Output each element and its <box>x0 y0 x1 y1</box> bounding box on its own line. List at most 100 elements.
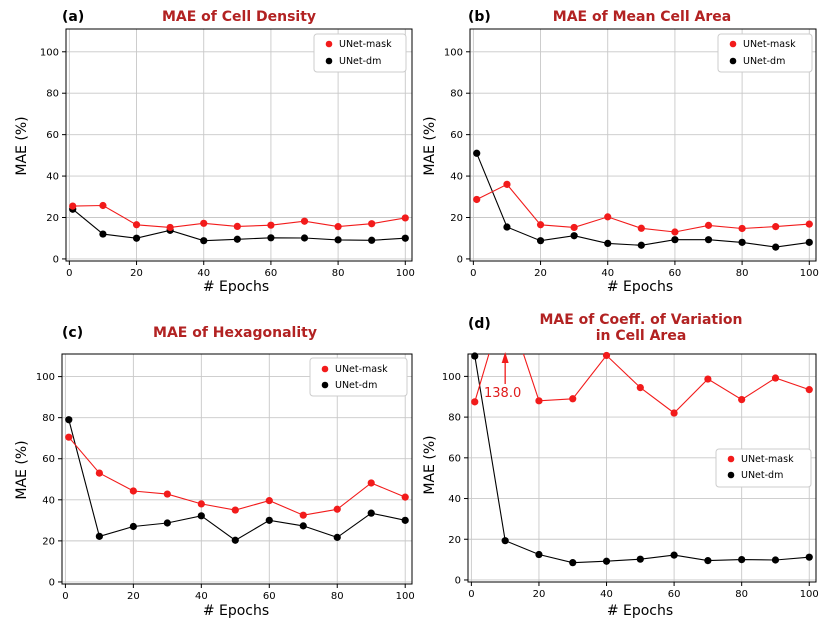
data-point-unet-dm <box>738 238 746 246</box>
data-point-unet-mask <box>636 383 644 392</box>
y-tick-label: 40 <box>448 494 461 505</box>
legend-marker-unet-dm <box>729 57 737 65</box>
x-tick-label: 0 <box>470 268 476 279</box>
data-point-unet-mask <box>401 493 409 501</box>
data-point-unet-mask <box>704 375 712 383</box>
data-point-unet-mask <box>99 201 107 210</box>
data-point-unet-dm <box>231 536 239 544</box>
y-tick-label: 40 <box>42 495 55 506</box>
legend-marker-unet-dm <box>321 381 329 389</box>
x-tick-label: 80 <box>331 591 344 602</box>
data-point-unet-mask <box>771 374 780 382</box>
legend-label-unet-dm: UNet-dm <box>741 470 783 481</box>
data-point-unet-dm <box>334 236 342 244</box>
data-point-unet-mask <box>299 511 307 519</box>
data-point-unet-mask <box>163 490 171 498</box>
data-point-unet-dm <box>602 557 611 565</box>
data-point-unet-mask <box>200 219 208 227</box>
data-point-unet-mask <box>401 214 409 222</box>
data-point-unet-mask <box>536 221 545 229</box>
legend-box <box>715 448 812 488</box>
chart-title-line-1: MAE of Coeff. of Variation <box>539 312 742 328</box>
legend: UNet-mask UNet-dm <box>715 448 812 488</box>
data-point-unet-dm <box>300 234 309 242</box>
data-point-unet-dm <box>197 512 205 520</box>
data-point-unet-dm <box>637 241 645 249</box>
data-point-unet-mask <box>368 220 376 228</box>
y-tick-label: 80 <box>448 413 461 424</box>
y-axis-label: MAE (%) <box>14 116 30 175</box>
y-axis-label: MAE (%) <box>422 116 438 175</box>
data-point-unet-mask <box>265 497 273 505</box>
data-point-unet-mask <box>166 223 174 232</box>
data-point-unet-mask <box>333 505 341 513</box>
x-tick-label: 100 <box>396 591 415 602</box>
legend-marker-unet-mask <box>321 365 329 373</box>
data-point-unet-mask <box>738 224 746 233</box>
legend-marker-unet-dm <box>727 471 735 479</box>
data-point-unet-dm <box>670 551 678 559</box>
x-tick-label: 100 <box>396 268 415 279</box>
plot-marks <box>65 416 409 544</box>
data-point-unet-dm <box>569 559 577 567</box>
data-point-unet-mask <box>334 223 342 231</box>
legend: UNet-mask UNet-dm <box>313 33 407 73</box>
chart-title-line-1: MAE of Hexagonality <box>153 325 317 341</box>
y-tick-label: 40 <box>450 172 463 183</box>
data-point-unet-dm <box>333 533 341 541</box>
outlier-annotation-label: 138.0 <box>484 386 521 401</box>
data-point-unet-dm <box>267 234 275 242</box>
data-point-unet-dm <box>704 236 713 244</box>
plot-marks <box>471 351 813 567</box>
data-point-unet-dm <box>771 556 780 564</box>
x-tick-label: 60 <box>263 591 276 602</box>
data-point-unet-dm <box>671 236 679 244</box>
axes-frame <box>61 353 413 585</box>
legend-marker-unet-dm <box>325 57 333 65</box>
data-point-unet-dm <box>200 237 208 245</box>
chart-title-line-2: in Cell Area <box>596 328 687 344</box>
y-tick-label: 100 <box>442 372 461 383</box>
data-point-unet-dm <box>163 519 171 527</box>
data-point-unet-mask <box>129 487 137 495</box>
data-point-unet-mask <box>233 222 241 231</box>
panel-label: (d) <box>468 316 491 332</box>
x-tick-label: 20 <box>130 268 143 279</box>
panel-label: (a) <box>62 9 84 25</box>
data-point-unet-mask <box>569 395 577 403</box>
plot-marks <box>473 149 813 251</box>
plot-area: 0 20 40 60 80 100 0 20 40 60 80 100 <box>36 353 415 602</box>
data-point-unet-dm <box>132 234 141 242</box>
data-point-unet-mask <box>604 213 612 221</box>
data-point-unet-dm <box>604 239 612 247</box>
data-point-unet-mask <box>267 221 275 229</box>
data-point-unet-dm <box>738 556 746 564</box>
x-axis-label: # Epochs <box>607 279 673 295</box>
y-tick-label: 20 <box>450 213 463 224</box>
y-axis-label: MAE (%) <box>14 440 30 499</box>
data-point-unet-mask <box>535 397 543 405</box>
data-point-unet-dm <box>636 555 644 563</box>
x-axis-label: # Epochs <box>203 279 269 295</box>
x-tick-label: 40 <box>600 589 613 600</box>
axes-frame <box>467 353 817 583</box>
y-tick-label: 20 <box>448 535 461 546</box>
panel-label: (c) <box>62 325 83 341</box>
legend-label-unet-mask: UNet-mask <box>335 364 388 375</box>
x-tick-label: 0 <box>66 268 72 279</box>
legend-label-unet-mask: UNet-mask <box>741 454 794 465</box>
legend-box <box>309 357 408 397</box>
y-tick-label: 60 <box>46 130 59 141</box>
x-tick-label: 80 <box>735 589 748 600</box>
annotation-arrow-head <box>501 352 509 363</box>
x-axis-label: # Epochs <box>607 603 673 619</box>
data-point-unet-dm <box>535 550 543 559</box>
y-tick-label: 0 <box>49 577 55 588</box>
y-tick-label: 80 <box>450 89 463 100</box>
data-point-unet-mask <box>231 506 239 514</box>
panel-d-chart: 0 20 40 60 80 100 0 20 40 60 80 100 (d) MAE of Coef… <box>422 312 819 619</box>
data-point-unet-mask <box>637 224 645 232</box>
y-tick-label: 0 <box>53 254 59 265</box>
y-tick-label: 0 <box>457 254 463 265</box>
legend: UNet-mask UNet-dm <box>717 33 813 73</box>
